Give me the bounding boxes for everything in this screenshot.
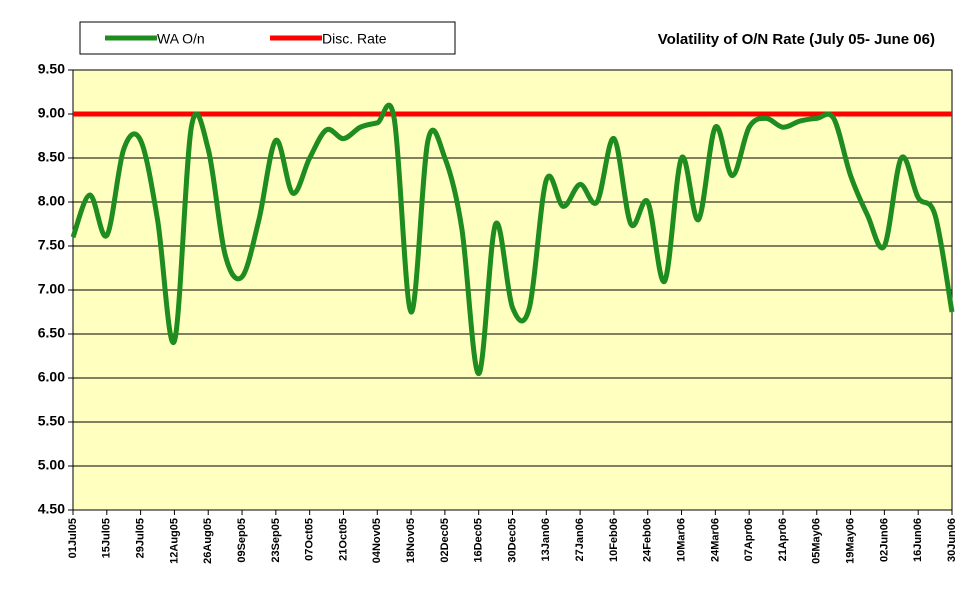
y-tick-label: 9.00 <box>38 105 65 121</box>
y-tick-label: 8.50 <box>38 149 65 165</box>
x-tick-label: 30Dec05 <box>506 518 518 563</box>
x-tick-label: 16Jun06 <box>912 518 924 562</box>
chart-title: Volatility of O/N Rate (July 05- June 06… <box>658 31 935 48</box>
x-tick-label: 04Nov05 <box>371 518 383 563</box>
y-tick-label: 7.50 <box>38 237 65 253</box>
y-tick-label: 6.00 <box>38 369 65 385</box>
x-tick-label: 02Jun06 <box>878 518 890 562</box>
x-tick-label: 10Mar06 <box>675 518 687 562</box>
legend-label: WA O/n <box>157 31 205 47</box>
x-tick-label: 10Feb06 <box>608 518 620 562</box>
y-tick-label: 9.50 <box>38 61 65 77</box>
y-tick-label: 5.00 <box>38 457 65 473</box>
x-tick-label: 30Jun06 <box>946 518 958 562</box>
x-tick-label: 12Aug05 <box>168 518 180 564</box>
y-tick-label: 4.50 <box>38 501 65 517</box>
x-tick-label: 05May06 <box>811 518 823 564</box>
x-tick-label: 18Nov05 <box>405 518 417 563</box>
y-tick-label: 8.00 <box>38 193 65 209</box>
x-tick-label: 24Feb06 <box>642 518 654 562</box>
x-tick-label: 21Apr06 <box>777 518 789 561</box>
x-tick-label: 07Oct05 <box>304 518 316 561</box>
y-tick-label: 5.50 <box>38 413 65 429</box>
series-line <box>70 102 955 377</box>
x-tick-label: 27Jan06 <box>574 518 586 561</box>
y-tick-label: 6.50 <box>38 325 65 341</box>
x-tick-label: 23Sep05 <box>270 518 282 563</box>
x-tick-label: 16Dec05 <box>473 518 485 563</box>
x-tick-label: 26Aug05 <box>202 518 214 564</box>
x-tick-label: 21Oct05 <box>337 518 349 561</box>
x-tick-label: 15Jul05 <box>101 518 113 558</box>
x-tick-label: 02Dec05 <box>439 518 451 563</box>
x-tick-label: 24Mar06 <box>709 518 721 562</box>
x-tick-label: 19May06 <box>844 518 856 564</box>
legend-label: Disc. Rate <box>322 31 387 47</box>
x-tick-label: 09Sep05 <box>236 518 248 563</box>
y-tick-label: 7.00 <box>38 281 65 297</box>
x-tick-label: 29Jul05 <box>135 518 147 558</box>
x-tick-label: 01Jul05 <box>67 518 79 558</box>
x-tick-label: 07Apr06 <box>743 518 755 561</box>
x-tick-label: 13Jan06 <box>540 518 552 561</box>
